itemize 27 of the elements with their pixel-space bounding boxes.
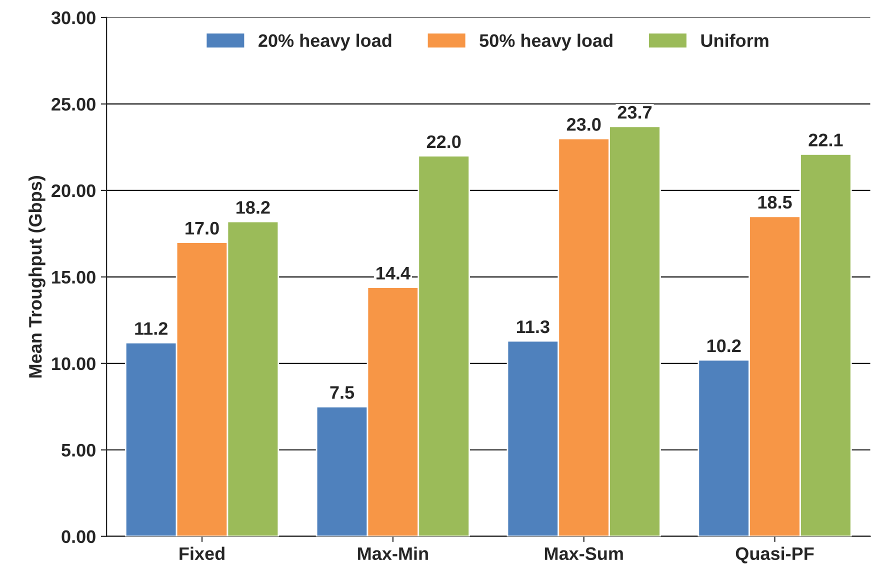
y-tick-label: 15.00 xyxy=(52,270,96,284)
data-label: 18.2 xyxy=(236,201,270,214)
data-label: 23.0 xyxy=(566,118,601,131)
data-label: 10.2 xyxy=(707,339,741,352)
data-label: 14.4 xyxy=(376,266,410,280)
y-tick-label: 30.00 xyxy=(51,11,96,24)
data-label: 23.7 xyxy=(618,106,652,119)
x-tick-label: Fixed xyxy=(180,546,224,560)
y-tick-label: 20.00 xyxy=(52,184,96,198)
data-label: 17.0 xyxy=(186,222,219,235)
y-tick-label: 5.00 xyxy=(62,444,96,457)
x-tick-label: Max-Sum xyxy=(544,547,623,560)
legend-label: 20% heavy load xyxy=(258,34,392,51)
data-label: 7.5 xyxy=(330,386,354,399)
data-label: 22.1 xyxy=(808,134,843,146)
data-label: 22.0 xyxy=(426,135,461,148)
y-tick-label: 25.00 xyxy=(52,98,96,111)
x-tick-label: Max-Min xyxy=(358,546,428,560)
y-axis-title: Mean Troughput (Gbps) xyxy=(28,176,46,378)
data-label: 18.5 xyxy=(758,196,792,209)
x-tick-label: Quasi-PF xyxy=(736,546,814,564)
data-label: 11.2 xyxy=(135,322,168,335)
legend-label: 50% heavy load xyxy=(480,34,612,51)
y-tick-label: 0.00 xyxy=(62,530,96,544)
legend-label: Uniform xyxy=(701,34,768,47)
data-label: 11.3 xyxy=(517,320,550,334)
y-tick-label: 10.00 xyxy=(52,357,96,370)
